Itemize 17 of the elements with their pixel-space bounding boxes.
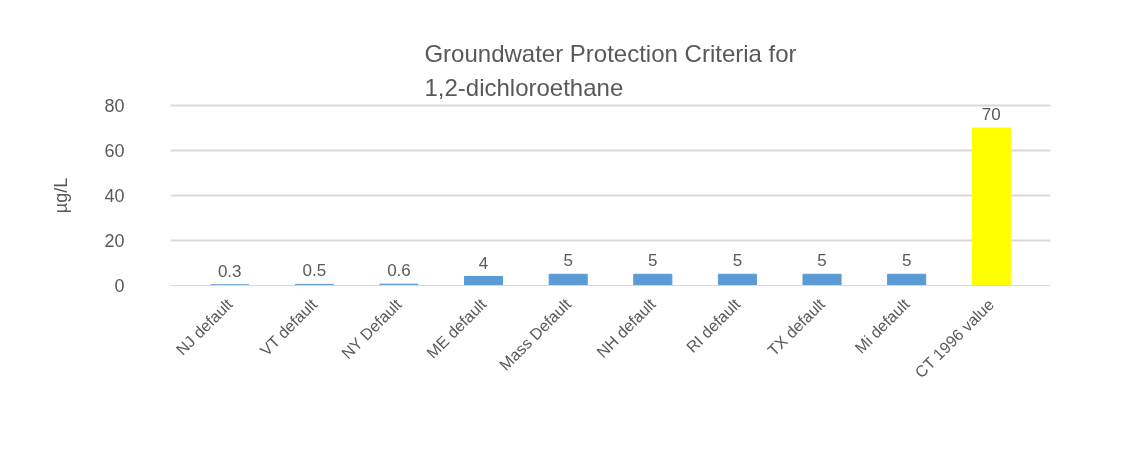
y-tick-label: 20: [104, 231, 125, 251]
chart-title: Groundwater Protection Criteria for 1,2-dichloroethane: [424, 39, 797, 101]
y-tick-label: 40: [104, 186, 125, 206]
y-tick-label: 0: [114, 276, 125, 296]
data-label: 0.3: [217, 261, 242, 281]
y-tick-label: 60: [104, 141, 125, 161]
data-label: 5: [563, 251, 573, 271]
data-label: 0.6: [387, 261, 411, 281]
data-label: 5: [817, 251, 827, 271]
data-label: 70: [981, 105, 1001, 124]
data-label: 5: [901, 251, 912, 271]
data-label: 4: [478, 253, 489, 273]
data-label: 5: [648, 251, 658, 271]
data-label: 0.5: [302, 261, 327, 281]
data-label: 5: [732, 251, 743, 271]
y-axis-title: µg/L: [51, 177, 72, 214]
y-tick-label: 80: [104, 96, 125, 116]
